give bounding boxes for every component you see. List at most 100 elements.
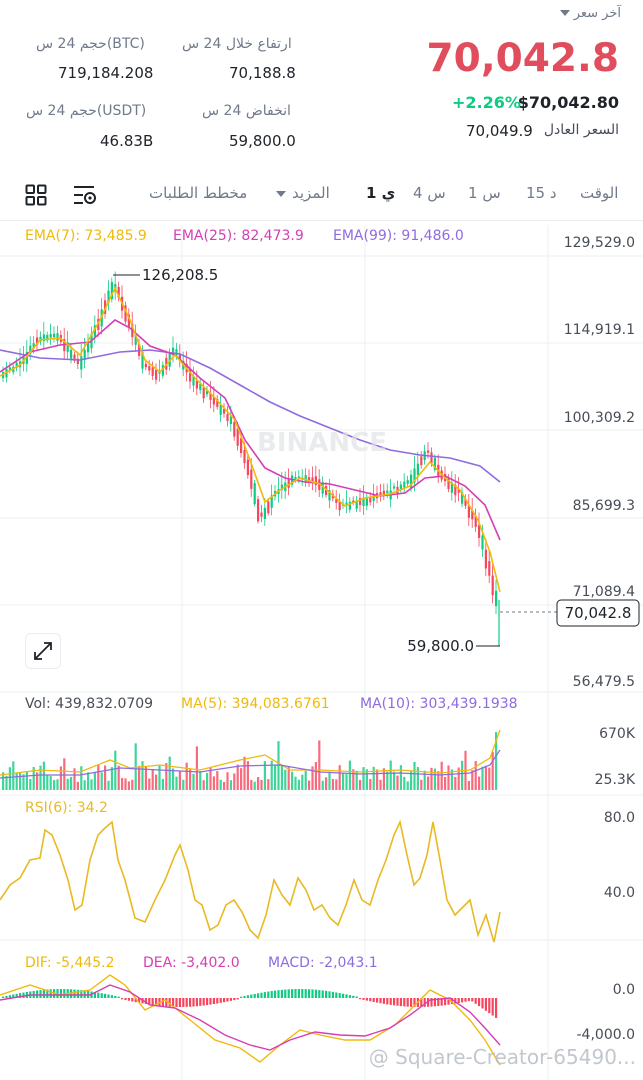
candle-body xyxy=(219,405,222,415)
indicator-settings-icon[interactable] xyxy=(73,184,97,206)
macd-bar xyxy=(195,998,198,1007)
candle-body xyxy=(155,369,158,380)
macd-bar xyxy=(15,993,18,998)
macd-bar xyxy=(352,995,355,998)
volume-bar xyxy=(121,778,124,790)
volume-bar xyxy=(325,777,328,790)
macd-bar xyxy=(464,998,467,1002)
volume-bar xyxy=(2,772,5,790)
macd-bar xyxy=(478,998,481,1007)
macd-bar xyxy=(2,996,5,998)
volume-bar xyxy=(355,770,358,790)
macd-bar xyxy=(107,994,110,998)
tab-15m[interactable]: 15 د xyxy=(526,184,557,202)
fair-price: 70,049.9 xyxy=(466,122,533,140)
tab-time[interactable]: الوقت xyxy=(580,184,619,202)
volume-bar xyxy=(114,750,117,790)
high-24h-value: 70,188.8 xyxy=(229,64,296,82)
macd-bar xyxy=(433,998,436,1007)
volume-bar xyxy=(192,773,195,790)
candle-body xyxy=(450,482,453,493)
volume-bar xyxy=(73,768,76,790)
rsi-line xyxy=(0,819,501,943)
tab-1d[interactable]: 1 ي xyxy=(366,184,396,202)
tab-orderbook-depth[interactable]: مخطط الطلبات xyxy=(149,184,248,202)
candle-body xyxy=(348,501,351,510)
macd-bar xyxy=(393,998,396,1006)
price-axis-tick: 100,309.2 xyxy=(563,410,635,426)
candle-body xyxy=(253,483,256,505)
volume-bar xyxy=(49,776,52,790)
macd-bar xyxy=(260,992,263,998)
volume-bar xyxy=(229,780,232,790)
candle-body xyxy=(134,334,137,345)
macd-bar xyxy=(219,998,222,1003)
macd-bar xyxy=(304,989,307,998)
macd-bar xyxy=(246,995,249,998)
macd-bar xyxy=(328,991,331,998)
footer-watermark: @ Square-Creator-65490... xyxy=(369,1045,636,1069)
volume-bar xyxy=(144,766,147,790)
volume-bar xyxy=(29,779,32,790)
volume-bar xyxy=(488,767,491,790)
tab-4h[interactable]: 4 س xyxy=(413,184,446,202)
volume-bar xyxy=(335,779,338,790)
candle-body xyxy=(138,343,141,356)
candle-body xyxy=(36,337,39,345)
tab-1h[interactable]: 1 س xyxy=(468,184,501,202)
macd-bar xyxy=(223,998,226,1003)
ma5-label: MA(5): 394,083.6761 xyxy=(181,696,330,712)
macd-bar xyxy=(325,990,328,998)
macd-bar xyxy=(8,995,11,998)
volume-bar xyxy=(304,770,307,790)
chevron-down-icon[interactable] xyxy=(560,10,570,16)
volume-bar xyxy=(76,781,79,790)
candle-body xyxy=(372,494,375,501)
last-price-label-row[interactable]: آخر سعر xyxy=(574,6,621,21)
macd-bar xyxy=(440,998,443,1006)
volume-bar xyxy=(352,769,355,790)
candle-body xyxy=(314,476,317,485)
macd-bar xyxy=(73,989,76,998)
candle-body xyxy=(304,475,307,482)
macd-bar xyxy=(461,998,464,1003)
volume-bar xyxy=(250,779,253,790)
volume-bar xyxy=(124,778,127,790)
tab-more-label: المزيد xyxy=(292,184,330,202)
macd-bar xyxy=(257,993,260,998)
volume-bar xyxy=(202,780,205,790)
candle-body xyxy=(161,365,164,376)
fullscreen-button[interactable] xyxy=(25,633,61,669)
volume-bar xyxy=(83,780,86,790)
candle-body xyxy=(240,438,243,454)
tab-more[interactable]: المزيد xyxy=(276,184,330,202)
volume-bar xyxy=(328,771,331,790)
macd-bar xyxy=(161,998,164,1007)
volume-bar xyxy=(318,740,321,790)
macd-bar xyxy=(236,998,239,1000)
candle-body xyxy=(280,484,283,491)
volume-bar xyxy=(175,776,178,790)
grid-layout-icon[interactable] xyxy=(25,184,47,206)
candle-body xyxy=(49,333,52,338)
price-chart[interactable]: BINANCE 126,208.5 59,800.0 70,042.8 @ Sq… xyxy=(0,225,643,1080)
macd-label: MACD: -2,043.1 xyxy=(268,955,378,971)
volume-bar xyxy=(182,779,185,790)
volume-bar xyxy=(172,768,175,790)
candle-body xyxy=(461,492,464,504)
volume-bar xyxy=(212,776,215,790)
macd-bar xyxy=(144,998,147,1004)
candle-body xyxy=(250,469,253,489)
volume-bar xyxy=(478,776,481,790)
macd-bar xyxy=(114,995,117,998)
candle-body xyxy=(420,456,423,466)
macd-bar xyxy=(406,998,409,1007)
macd-bar xyxy=(59,989,62,998)
macd-axis-tick: 0.0 xyxy=(612,982,635,998)
last-price-label: آخر سعر xyxy=(573,6,621,21)
volume-bar xyxy=(257,777,260,790)
macd-bar xyxy=(321,990,324,998)
candle-body xyxy=(32,343,35,349)
price-axis-tick: 56,479.5 xyxy=(572,674,635,690)
candle-body xyxy=(399,484,402,491)
